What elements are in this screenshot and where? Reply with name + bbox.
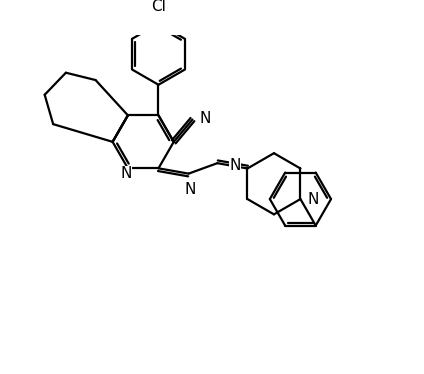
Text: N: N (199, 111, 211, 126)
Text: Cl: Cl (151, 0, 166, 14)
Text: N: N (229, 158, 241, 173)
Text: N: N (184, 182, 196, 197)
Text: N: N (121, 166, 132, 181)
Text: N: N (307, 191, 318, 206)
